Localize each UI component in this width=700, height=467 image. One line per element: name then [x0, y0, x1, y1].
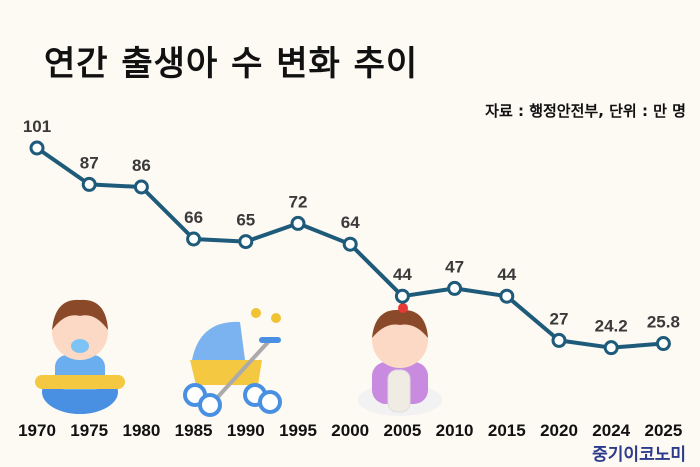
data-label: 101 [23, 117, 51, 136]
data-point [342, 236, 358, 252]
x-tick-label: 1990 [227, 421, 265, 440]
x-tick-label: 1975 [70, 421, 108, 440]
data-label: 27 [550, 309, 569, 328]
data-label: 65 [236, 211, 255, 230]
stroller-illustration [183, 308, 282, 417]
x-tick-label: 1970 [18, 421, 56, 440]
data-point [133, 179, 149, 195]
brand-logo: 중기이코노미 [592, 445, 686, 465]
x-tick-label: 2000 [331, 421, 369, 440]
x-tick-label: 1985 [175, 421, 213, 440]
chart-title: 연간 출생아 수 변화 추이 [44, 44, 419, 84]
x-tick-label: 2024 [592, 421, 630, 440]
x-tick-label: 1980 [122, 421, 160, 440]
data-label: 44 [497, 265, 516, 284]
x-tick-label: 2005 [383, 421, 421, 440]
data-point [394, 288, 410, 304]
data-point [186, 231, 202, 247]
x-tick-label: 2010 [436, 421, 474, 440]
x-tick-label: 2025 [644, 421, 682, 440]
data-point [447, 280, 463, 296]
x-tick-label: 2020 [540, 421, 578, 440]
data-label: 44 [393, 265, 412, 284]
data-point [81, 176, 97, 192]
data-label: 47 [445, 257, 464, 276]
data-point [290, 215, 306, 231]
data-label: 87 [80, 153, 99, 172]
data-label: 25.8 [647, 313, 680, 332]
source-note: 자료 : 행정안전부, 단위 : 만 명 [485, 102, 686, 120]
baby-boy-illustration [35, 299, 125, 414]
data-point [238, 234, 254, 250]
data-point [499, 288, 515, 304]
data-point [551, 332, 567, 348]
data-point [29, 140, 45, 156]
data-label: 66 [184, 208, 203, 227]
x-tick-label: 2015 [488, 421, 526, 440]
baby-girl-illustration [358, 303, 442, 416]
data-point [603, 340, 619, 356]
data-label: 24.2 [595, 317, 628, 336]
data-label: 72 [289, 192, 308, 211]
data-point [655, 336, 671, 352]
data-label: 86 [132, 156, 151, 175]
data-label: 64 [341, 213, 360, 232]
x-tick-label: 1995 [279, 421, 317, 440]
